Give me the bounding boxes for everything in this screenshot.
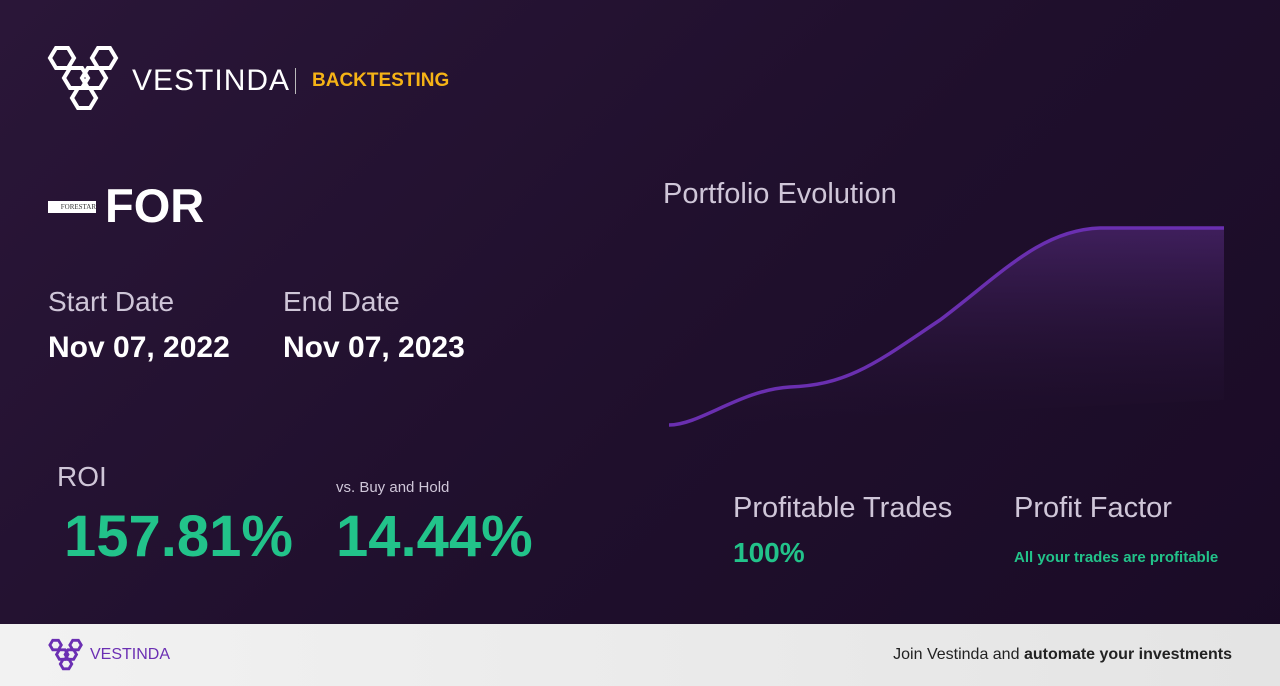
footer-cta: Join Vestinda and automate your investme… (893, 646, 1232, 664)
factor-label: Profit Factor (1014, 492, 1172, 524)
end-label: End Date (283, 286, 400, 317)
end-value: Nov 07, 2023 (283, 331, 465, 364)
trades-label: Profitable Trades (733, 492, 953, 524)
compare-label: vs. Buy and Hold (336, 479, 450, 496)
cta-plain: Join Vestinda and (893, 646, 1020, 663)
roi-value: 157.81% (64, 504, 293, 569)
start-value: Nov 07, 2022 (48, 331, 230, 364)
cta-bold: automate your investments (1023, 646, 1232, 663)
chart-title: Portfolio Evolution (663, 178, 897, 210)
chart-line (668, 226, 1224, 427)
section-label: BACKTESTING (312, 70, 450, 91)
asset-logo: FORESTAR (48, 201, 96, 213)
factor-value: All your trades are profitable (1014, 549, 1219, 566)
footer-logo (48, 638, 83, 671)
divider (295, 68, 296, 94)
portfolio-chart (668, 226, 1224, 427)
brand-logo (47, 46, 119, 110)
footer-brand: VESTINDA (90, 646, 171, 663)
brand-name: VESTINDA (132, 64, 291, 97)
ticker: FOR (105, 179, 205, 232)
footer: VESTINDA Join Vestinda and automate your… (0, 624, 1280, 686)
compare-value: 14.44% (336, 504, 533, 569)
chart-area (669, 228, 1224, 425)
roi-label: ROI (57, 461, 107, 492)
trades-value: 100% (733, 537, 805, 568)
start-label: Start Date (48, 286, 175, 317)
